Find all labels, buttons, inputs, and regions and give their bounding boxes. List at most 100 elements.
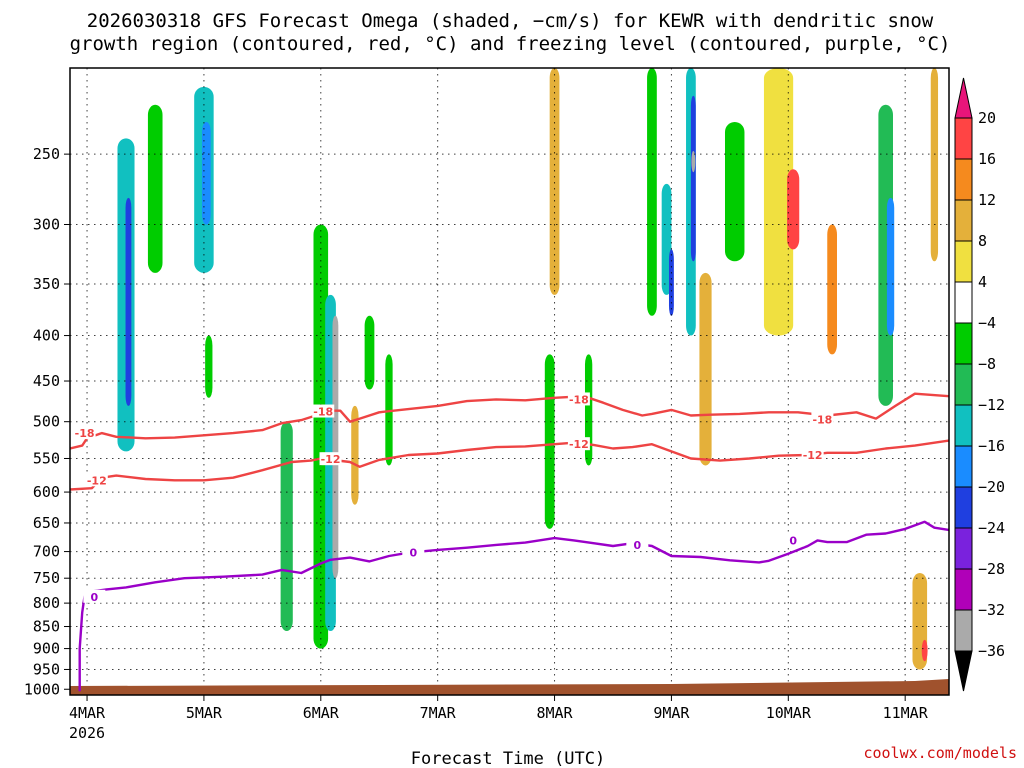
y-tick-label: 850 (33, 618, 60, 636)
y-tick-label: 1000 (24, 680, 60, 698)
x-tick-label: 5MAR (186, 704, 223, 722)
ground-surface (70, 679, 949, 695)
contour-label: 0 (634, 539, 642, 552)
colorbar-band (954, 199, 973, 242)
y-tick-label: 800 (33, 594, 60, 612)
omega-cell (280, 421, 293, 632)
y-tick-label: 700 (33, 543, 60, 561)
colorbar-label: −4 (978, 314, 996, 332)
colorbar-label: 8 (978, 232, 987, 250)
contour-label: -18 (812, 413, 832, 426)
omega-cell (313, 224, 329, 649)
colorbar-band (954, 568, 973, 611)
y-tick-label: 550 (33, 449, 60, 467)
colorbar-band (954, 609, 973, 652)
omega-cell (724, 121, 745, 262)
contour-label-bg (85, 473, 108, 487)
omega-shading (117, 68, 939, 670)
x-tick-label: 6MAR (303, 704, 340, 722)
y-tick-label: 750 (33, 569, 60, 587)
x-tick-label: 7MAR (420, 704, 457, 722)
colorbar-band (954, 486, 973, 529)
colorbar-label: 12 (978, 191, 996, 209)
y-tick-label: 250 (33, 145, 60, 163)
omega-cell (205, 335, 213, 398)
colorbar-label: 20 (978, 109, 996, 127)
colorbar-band (954, 527, 973, 570)
omega-cell (691, 151, 696, 173)
contour-label: -18 (75, 427, 95, 440)
contour-line-0 (78, 520, 949, 692)
contour-label-bg (567, 437, 590, 451)
colorbar-band (954, 322, 973, 365)
y-tick-label: 300 (33, 216, 60, 234)
contour-label-bg (312, 404, 335, 418)
y-tick-label: 500 (33, 413, 60, 431)
contour-line--18 (70, 392, 949, 450)
y-axis: 250 300 350 400 450 500 550 600 650 700 750 800 850 9… (24, 145, 70, 698)
contour-label: -18 (569, 393, 589, 406)
omega-cell (147, 104, 163, 273)
omega-cell (668, 249, 674, 316)
colorbar-label: −28 (978, 560, 1005, 578)
omega-cell (886, 197, 895, 336)
x-tick-label: 9MAR (653, 704, 690, 722)
colorbar-label: −8 (978, 355, 996, 373)
contour-label: 0 (409, 547, 417, 560)
colorbar-label: −36 (978, 642, 1005, 660)
omega-cell (787, 169, 800, 250)
contour-label-bg (319, 452, 342, 466)
omega-cell (125, 197, 132, 406)
colorbar: 20 16 12 8 4 −4 −8 −12 −16 −20 −24 −28 −32 −36 (954, 77, 1005, 692)
contour-label: 0 (789, 534, 797, 547)
colorbar-label: −16 (978, 437, 1005, 455)
contour-label-bg (782, 533, 805, 547)
omega-cell (364, 315, 375, 390)
omega-cell (351, 405, 359, 505)
contour-label-bg (811, 412, 834, 426)
colorbar-band (954, 158, 973, 201)
grid (70, 68, 949, 695)
x-axis: 4MAR 5MAR 6MAR 7MAR 8MAR 9MAR 10MAR 11MAR 2026 (69, 695, 929, 742)
y-tick-label: 450 (33, 372, 60, 390)
colorbar-band (954, 363, 973, 406)
contour-label: -12 (803, 449, 823, 462)
contour-label-bg (83, 589, 106, 603)
colorbar-label: 16 (978, 150, 996, 168)
chart-title-line-1: 2026030318 GFS Forecast Omega (shaded, −… (87, 10, 934, 32)
colorbar-label: −24 (978, 519, 1005, 537)
omega-cell (827, 224, 837, 355)
colorbar-label: −12 (978, 396, 1005, 414)
contour-line--12 (70, 439, 949, 491)
y-tick-label: 600 (33, 483, 60, 501)
plot-inner: -18 -18 -18 -18 -12 -12 -12 -12 0 0 0 0 (70, 68, 949, 695)
contour-label: -12 (321, 453, 341, 466)
x-axis-title: Forecast Time (UTC) (411, 749, 605, 768)
contour-label: -18 (313, 406, 333, 419)
y-tick-label: 650 (33, 514, 60, 532)
colorbar-band (954, 445, 973, 488)
colorbar-band (954, 240, 973, 283)
contour-label: -12 (569, 438, 589, 451)
omega-cell (647, 68, 657, 316)
colorbar-band (954, 404, 973, 447)
contour-label-bg (73, 426, 96, 440)
omega-cell (763, 68, 794, 336)
plot-area: -18 -18 -18 -18 -12 -12 -12 -12 0 0 0 0 (69, 67, 950, 696)
contour-label-bg (402, 545, 425, 559)
omega-cell (201, 121, 211, 225)
y-tick-label: 900 (33, 640, 60, 658)
omega-cell (332, 315, 339, 579)
omega-cell (921, 639, 928, 662)
x-tick-label: 8MAR (536, 704, 573, 722)
contour-label: 0 (91, 591, 99, 604)
x-tick-label: 4MAR (69, 704, 106, 722)
y-tick-label: 950 (33, 660, 60, 678)
colorbar-label: −32 (978, 601, 1005, 619)
contour-label-bg (626, 537, 649, 551)
y-tick-label: 350 (33, 275, 60, 293)
contour-label-bg (567, 392, 590, 406)
omega-cell (549, 68, 560, 295)
omega-cell (385, 354, 393, 466)
